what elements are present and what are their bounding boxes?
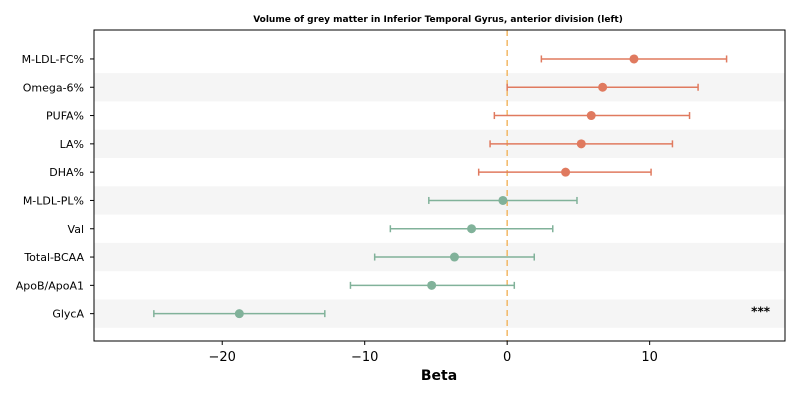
data-row — [349, 280, 516, 290]
y-tick-label: DHA% — [49, 166, 84, 179]
x-tick-label: 10 — [641, 350, 658, 365]
y-tick-label: Val — [68, 223, 84, 236]
row-band — [94, 129, 785, 158]
y-tick-labels: M-LDL-FC% Omega-6% PUFA% LA% DHA% M-LDL-PL% Va… — [16, 53, 94, 321]
data-marks: *** — [153, 54, 771, 319]
axes — [93, 29, 786, 342]
y-tick-label: PUFA% — [46, 110, 84, 123]
data-row — [493, 111, 691, 121]
beta-point — [427, 280, 437, 290]
x-axis-label: Beta — [421, 368, 457, 384]
x-tick-label: −10 — [351, 350, 378, 365]
beta-point — [498, 195, 508, 205]
beta-point — [629, 54, 639, 64]
y-tick-label: Omega-6% — [23, 81, 84, 94]
plot-frame — [93, 29, 786, 342]
data-row — [477, 167, 652, 177]
data-row — [540, 54, 728, 64]
beta-point — [449, 252, 459, 262]
data-row — [489, 139, 674, 149]
data-row — [389, 224, 554, 234]
data-row — [153, 309, 326, 319]
y-tick-label: M-LDL-FC% — [22, 53, 84, 66]
y-tick-label: M-LDL-PL% — [23, 194, 84, 207]
y-tick-label: LA% — [60, 138, 84, 151]
beta-point — [576, 139, 586, 149]
x-tick-label: −20 — [209, 350, 236, 365]
beta-point — [598, 82, 608, 92]
y-tick-label: ApoB/ApoA1 — [16, 279, 84, 292]
data-row — [373, 252, 535, 262]
x-tick-label: 0 — [503, 350, 511, 365]
y-tick-label: Total-BCAA — [23, 251, 84, 264]
beta-point — [561, 167, 571, 177]
significance-annotation: *** — [751, 305, 771, 319]
data-row — [506, 82, 699, 92]
beta-point — [234, 309, 244, 319]
beta-point — [586, 111, 596, 121]
chart-title: Volume of grey matter in Inferior Tempor… — [253, 15, 623, 25]
y-tick-label: GlycA — [52, 308, 84, 321]
x-tick-labels: −20 −10 0 10 — [209, 341, 658, 365]
beta-point — [467, 224, 477, 234]
data-row — [428, 195, 578, 205]
